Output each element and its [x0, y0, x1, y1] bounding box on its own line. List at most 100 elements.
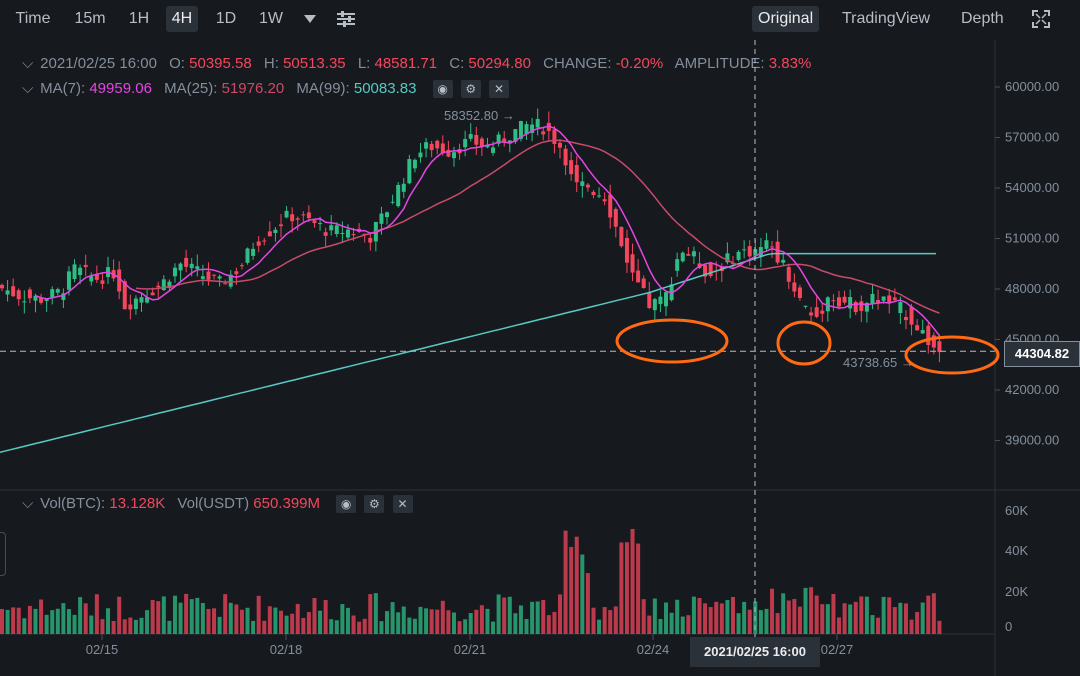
- volume-bar: [11, 607, 16, 634]
- candle-body: [251, 248, 256, 256]
- candle-body: [764, 240, 769, 249]
- candle-body: [156, 285, 161, 288]
- volume-bar: [898, 602, 903, 634]
- candle-body: [5, 290, 10, 295]
- collapse-chevron-icon[interactable]: ⌵: [22, 495, 34, 512]
- volume-bar: [552, 611, 557, 634]
- volume-tick-label: 20K: [1005, 584, 1028, 599]
- collapse-chevron-icon[interactable]: ⌵: [22, 80, 34, 97]
- candle-body: [797, 287, 802, 298]
- volume-bar: [814, 595, 819, 634]
- close-icon[interactable]: ✕: [392, 495, 413, 514]
- volume-bar: [881, 596, 886, 634]
- tab-1w[interactable]: 1W: [259, 10, 283, 27]
- tab-time[interactable]: Time: [15, 10, 51, 27]
- volume-bar: [111, 620, 116, 634]
- volume-bar: [636, 543, 641, 634]
- volume-bar: [613, 606, 618, 634]
- tab-15m[interactable]: 15m: [74, 10, 106, 27]
- candle-body: [11, 286, 16, 297]
- candle-body: [491, 147, 496, 153]
- candle-body: [122, 281, 127, 310]
- volume-bar: [792, 599, 797, 634]
- candle-body: [172, 267, 177, 277]
- volume-bar: [892, 607, 897, 634]
- volume-bar: [580, 554, 585, 634]
- volume-bar: [368, 594, 373, 634]
- volume-bar: [44, 614, 49, 634]
- candle-body: [535, 118, 540, 128]
- settings-sliders-icon[interactable]: [336, 9, 356, 29]
- view-tradingview[interactable]: TradingView: [842, 10, 931, 27]
- volume-bar: [870, 615, 875, 634]
- gear-icon[interactable]: ⚙: [460, 80, 481, 99]
- candle-body: [217, 276, 222, 279]
- ma7-label: MA(7):: [40, 80, 86, 97]
- candle-body: [390, 201, 395, 203]
- collapse-chevron-icon[interactable]: ⌵: [22, 55, 34, 72]
- candle-body: [223, 283, 228, 285]
- volume-bar: [842, 603, 847, 634]
- volume-bar: [234, 604, 239, 634]
- candle-body: [262, 240, 267, 242]
- candle-body: [184, 257, 189, 267]
- volume-bar: [39, 599, 44, 634]
- candle-body: [396, 184, 401, 207]
- volume-bar: [161, 596, 166, 634]
- volume-bar: [373, 593, 378, 634]
- volume-bar: [122, 619, 127, 634]
- close-icon[interactable]: ✕: [488, 80, 509, 99]
- axes: 60000.00 57000.00 54000.00 51000.00 48000.00…: [86, 79, 1060, 657]
- volume-bar: [407, 617, 412, 634]
- side-panel-handle[interactable]: [0, 532, 6, 576]
- volume-bar: [770, 588, 775, 634]
- candle-body: [825, 297, 830, 312]
- candle-body: [742, 249, 747, 251]
- view-depth[interactable]: Depth: [961, 10, 1004, 27]
- candle-body: [585, 184, 590, 188]
- gear-icon[interactable]: ⚙: [364, 495, 385, 514]
- volume-bar: [558, 594, 562, 634]
- candle-body: [412, 159, 417, 169]
- volume-bar: [396, 612, 401, 634]
- volume-bar: [736, 613, 741, 634]
- volume-bar: [424, 608, 429, 634]
- volume-bar: [664, 602, 669, 634]
- vol-usdt-label: Vol(USDT): [177, 495, 250, 512]
- candle-body: [0, 284, 4, 289]
- view-original[interactable]: Original: [752, 6, 820, 32]
- volume-bar: [518, 605, 523, 634]
- volume-bar: [239, 609, 244, 634]
- candle-body: [368, 237, 373, 243]
- ohlc-info: ⌵ 2021/02/25 16:00 O: 50395.58 H: 50513.…: [22, 55, 819, 72]
- amplitude-label: AMPLITUDE:: [674, 55, 765, 72]
- volume-bar: [574, 536, 579, 634]
- volume-bar: [412, 618, 417, 634]
- candle-body: [903, 316, 908, 321]
- volume-bar: [719, 603, 724, 634]
- candle-body: [485, 145, 490, 148]
- highlight-circle: [904, 335, 1000, 375]
- volume-bar: [876, 617, 881, 634]
- tab-1h[interactable]: 1H: [128, 10, 150, 27]
- volume-bar: [27, 605, 32, 634]
- eye-icon[interactable]: ◉: [432, 80, 453, 99]
- tab-4h[interactable]: 4H: [166, 6, 198, 32]
- fullscreen-icon[interactable]: [1032, 10, 1050, 28]
- candle-body: [451, 152, 456, 159]
- volume-bar: [200, 602, 205, 634]
- volume-bar: [133, 619, 138, 634]
- volume-bar: [55, 608, 60, 634]
- tab-1d[interactable]: 1D: [215, 10, 237, 27]
- volume-bar: [228, 602, 233, 634]
- eye-icon[interactable]: ◉: [336, 495, 357, 514]
- volume-bar: [446, 610, 451, 634]
- volume-bar: [390, 602, 395, 634]
- candle-body: [468, 134, 473, 139]
- dropdown-caret-icon[interactable]: [302, 14, 318, 24]
- candle-body: [290, 214, 295, 222]
- volume-bar: [496, 594, 501, 634]
- candle-body: [100, 280, 105, 284]
- high-label: H:: [263, 55, 279, 72]
